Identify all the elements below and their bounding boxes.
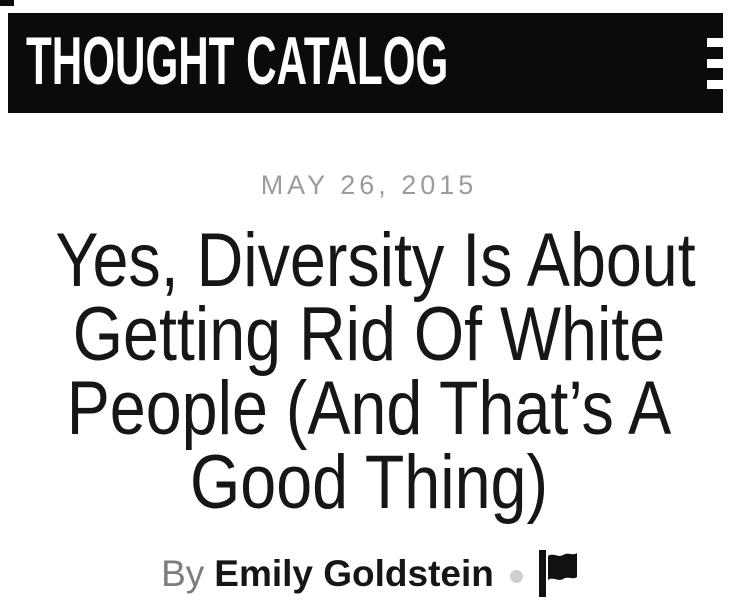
author-link[interactable]: Emily Goldstein: [214, 552, 494, 594]
byline: By Emily Goldstein: [0, 550, 738, 597]
dot-separator-icon: [509, 570, 523, 583]
site-logo[interactable]: THOUGHT CATALOG: [26, 23, 449, 99]
article-date: MAY 26, 2015: [260, 170, 478, 200]
site-header: THOUGHT CATALOG: [8, 13, 738, 113]
article-title-line: People (And That’s A: [66, 366, 672, 451]
byline-prefix: By: [161, 552, 205, 594]
hamburger-menu-icon[interactable]: [707, 36, 738, 91]
corner-artifact: [0, 0, 14, 6]
article-title-line: Getting Rid Of White: [72, 292, 666, 377]
hamburger-bar: [707, 37, 738, 47]
hamburger-bar: [707, 79, 738, 89]
article-title-line: Good Thing): [190, 440, 548, 525]
hamburger-bar: [707, 58, 738, 68]
article-title-line: Yes, Diversity Is About: [55, 218, 696, 303]
article-title: Yes, Diversity Is About Getting Rid Of W…: [55, 218, 696, 525]
report-flag-icon[interactable]: [538, 550, 577, 597]
